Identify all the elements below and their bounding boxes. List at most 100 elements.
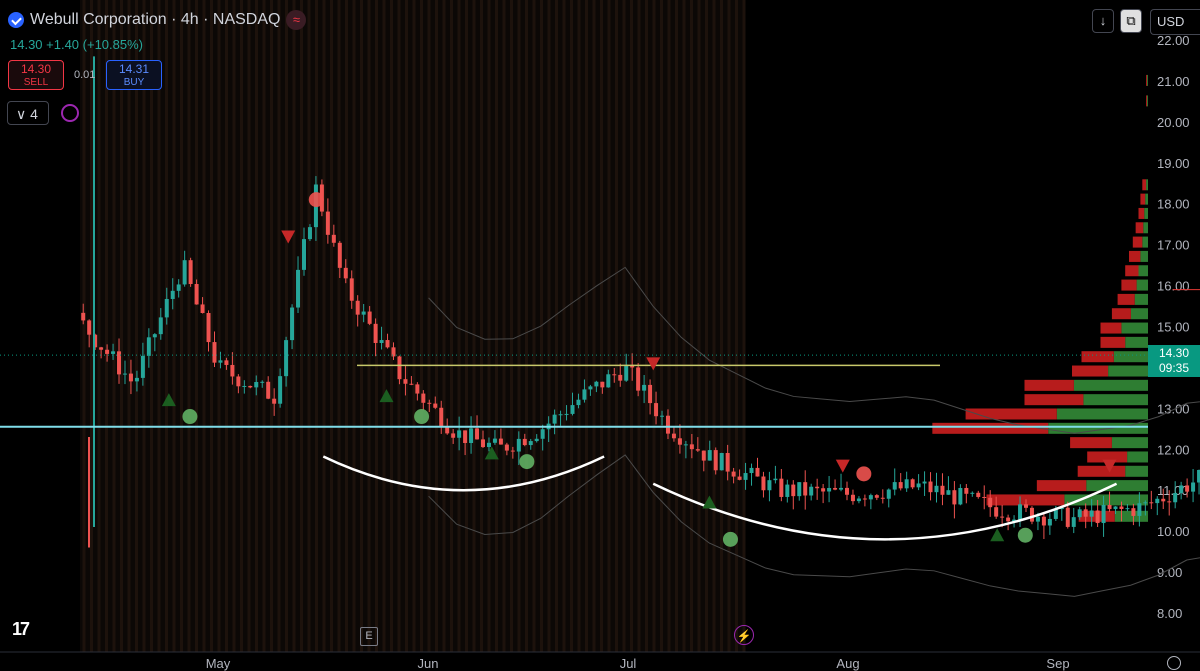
download-icon[interactable]: ↓	[1092, 9, 1114, 33]
volume-profile-up	[1138, 265, 1148, 277]
candle-body	[874, 495, 879, 498]
currency-selector[interactable]: USD	[1150, 9, 1200, 35]
sync-icon[interactable]	[61, 104, 79, 122]
volume-profile-up	[1125, 336, 1148, 348]
candle-body	[331, 234, 336, 243]
candle-body	[886, 489, 891, 499]
last-price: 14.30	[1158, 346, 1190, 360]
volume-profile-up	[1073, 379, 1148, 391]
fullscreen-icon[interactable]: ⧉	[1120, 9, 1142, 33]
candle-body	[146, 337, 151, 356]
volume-profile-down	[1117, 293, 1135, 305]
indicators-toggle[interactable]: ∨ 4	[7, 101, 49, 125]
candle-body	[1053, 509, 1058, 519]
candle-body	[1000, 516, 1005, 518]
symbol-title[interactable]: Webull Corporation · 4h · NASDAQ	[30, 11, 281, 28]
candle-body	[725, 452, 730, 472]
volume-profile-down	[1111, 308, 1131, 320]
buy-signal-dot	[722, 531, 738, 547]
y-tick-label: 13.00	[1157, 401, 1190, 416]
candle-body	[367, 311, 372, 324]
sell-price: 14.30	[20, 62, 52, 76]
tradingview-logo[interactable]: 17	[12, 619, 30, 639]
candle-body	[1018, 504, 1023, 520]
volume-profile-down	[1146, 74, 1148, 86]
volume-profile-up	[1111, 437, 1148, 449]
candle-body	[451, 433, 456, 438]
candle-body	[552, 414, 557, 424]
buy-signal-dot	[182, 409, 198, 425]
candle-body	[1101, 504, 1106, 524]
candle-body	[397, 356, 402, 380]
y-tick-label: 20.00	[1157, 115, 1190, 130]
candle-body	[122, 373, 127, 375]
candle-body	[439, 407, 444, 428]
band-lower-line	[428, 454, 1200, 597]
volume-profile-down	[1087, 451, 1128, 463]
candle-body	[1119, 506, 1124, 510]
earnings-badge[interactable]: E	[360, 627, 378, 646]
candle-body	[964, 487, 969, 494]
candle-body	[683, 444, 688, 446]
candle-body	[636, 367, 641, 391]
candle-body	[1125, 508, 1130, 510]
candle-body	[158, 317, 163, 335]
candle-body	[254, 382, 259, 388]
spread-value: 0.01	[74, 69, 96, 81]
candle-body	[534, 438, 539, 442]
candle-body	[224, 360, 229, 365]
candle-body	[976, 492, 981, 497]
candle-body	[301, 239, 306, 270]
candle-body	[355, 300, 360, 315]
volume-profile-down	[1036, 480, 1087, 492]
candle-body	[618, 374, 623, 381]
cup-pattern-arc[interactable]	[652, 482, 1118, 541]
candle-body	[1107, 504, 1112, 510]
candle-body	[761, 476, 766, 491]
buy-signal-triangle	[702, 495, 717, 509]
price-change: 14.30 +1.40 (+10.85%)	[10, 37, 143, 52]
candle-body	[391, 347, 396, 357]
buy-signal-triangle	[161, 393, 176, 407]
candle-body	[844, 487, 849, 495]
candle-body	[994, 507, 999, 517]
volume-profile-up	[1121, 322, 1148, 334]
candle-body	[1173, 492, 1178, 503]
candle-body	[111, 351, 116, 354]
candle-body	[779, 478, 784, 497]
volume-profile-down	[965, 408, 1057, 420]
volume-profile-up	[1143, 222, 1148, 234]
candle-body	[892, 482, 897, 490]
settings-gear-icon[interactable]	[1167, 656, 1181, 670]
y-tick-label: 16.00	[1157, 279, 1190, 294]
volume-profile-up	[1140, 250, 1148, 262]
sell-signal-triangle	[281, 230, 296, 244]
buy-button[interactable]: 14.31 BUY	[106, 60, 162, 90]
volume-profile-down	[1024, 379, 1074, 391]
candle-body	[582, 389, 587, 400]
candle-body	[833, 487, 838, 490]
band-upper-line	[428, 266, 1200, 434]
candle-body	[731, 471, 736, 477]
candle-body	[176, 284, 181, 291]
cup-pattern-arc[interactable]	[322, 455, 605, 492]
volume-profile-up	[1134, 293, 1148, 305]
volume-profile-down	[1070, 437, 1112, 449]
candle-body	[457, 430, 462, 438]
wave-icon[interactable]: ≈	[286, 10, 307, 30]
candle-body	[361, 311, 366, 315]
sell-button[interactable]: 14.30 SELL	[8, 60, 64, 90]
candle-body	[469, 428, 474, 443]
candle-body	[1143, 502, 1148, 504]
candle-body	[170, 290, 175, 299]
dividend-icon[interactable]: ⚡	[734, 625, 754, 645]
candle-body	[904, 479, 909, 489]
candle-body	[558, 414, 563, 416]
candle-body	[516, 438, 521, 452]
candle-body	[1155, 498, 1160, 504]
candle-body	[105, 349, 110, 354]
candle-body	[934, 485, 939, 493]
candle-body	[212, 342, 217, 363]
buy-price: 14.31	[118, 62, 150, 76]
